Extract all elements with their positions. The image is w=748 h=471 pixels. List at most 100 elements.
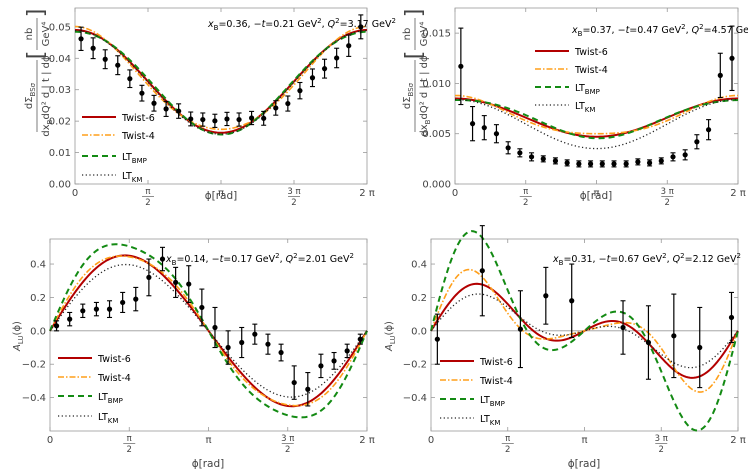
data-point	[309, 75, 316, 81]
y-axis-label: ALU(ϕ)	[12, 321, 25, 352]
legend-label-twist4: Twist-4	[97, 373, 131, 384]
data-point	[552, 158, 559, 164]
data-point	[318, 363, 324, 369]
data-point	[80, 308, 86, 314]
data-point	[540, 156, 546, 162]
x-tick-label: 2 π	[730, 188, 746, 199]
x-tick-label: 2	[145, 198, 150, 208]
x-axis-label: ϕ[rad]	[580, 190, 613, 202]
data-point	[265, 341, 271, 347]
data-point	[587, 161, 594, 167]
series-line-twist6	[454, 97, 739, 138]
y-axis-label: dΣBSσ dxBdQ² d | t | dϕ nb GeV⁴ [ ]	[24, 9, 54, 137]
kinematics-annotation: xB=0.31, −t=0.67 GeV2, Q2=2.12 GeV2	[552, 252, 741, 267]
data-point	[344, 348, 350, 354]
data-point	[331, 358, 337, 364]
series-line-twist4	[49, 255, 368, 407]
plot-frame	[74, 7, 368, 185]
x-tick-label: π	[205, 435, 211, 446]
data-point	[93, 306, 100, 312]
data-point	[728, 314, 735, 321]
legend: Twist-6 Twist-4 LTBMP LTKM	[82, 113, 155, 184]
data-point	[278, 349, 284, 356]
data-point	[199, 304, 205, 311]
y-tick-label: 0.0	[411, 326, 427, 337]
data-point	[697, 344, 703, 351]
y-tick-label: 0.015	[422, 29, 451, 40]
data-point	[528, 154, 535, 160]
data-point	[200, 116, 206, 123]
data-point	[346, 43, 352, 49]
legend-label-ltbmp: LTBMP	[98, 392, 123, 405]
data-point	[321, 66, 328, 72]
data-point	[717, 72, 723, 78]
x-tick-label: 0	[47, 435, 53, 446]
data-point	[729, 55, 735, 61]
legend-label-ltbmp: LTBMP	[122, 152, 147, 165]
series-line-ltbmp	[49, 243, 368, 419]
data-point	[705, 127, 712, 133]
data-point	[239, 339, 245, 346]
data-point	[458, 63, 464, 69]
legend: Twist-6 Twist-4 LTBMP LTKM	[535, 47, 608, 114]
data-point	[493, 131, 500, 137]
data-point	[611, 161, 617, 167]
data-point	[670, 154, 676, 160]
legend-label-twist6: Twist-6	[574, 47, 608, 58]
data-point	[273, 105, 279, 111]
data-point	[564, 160, 570, 166]
y-axis-label-denominator: dxBdQ² d | t | dϕ	[41, 55, 54, 137]
data-point	[576, 161, 582, 167]
x-tick-label: 2	[665, 198, 670, 208]
series-line-twist4	[430, 268, 739, 393]
data-point	[291, 379, 297, 386]
data-point	[599, 161, 605, 167]
data-point	[163, 106, 169, 112]
data-point	[694, 139, 700, 145]
data-point	[671, 333, 677, 339]
y-axis-label: ALU(ϕ)	[384, 321, 397, 352]
x-tick-label: π	[127, 434, 132, 444]
y-tick-label: 0.03	[49, 85, 71, 96]
data-point	[90, 45, 96, 51]
data-point	[78, 36, 84, 42]
kinematics-annotation: xB=0.36, −t=0.21 GeV2, Q2=3.17 GeV2	[207, 17, 396, 32]
data-point	[305, 386, 311, 392]
y-axis-unit-left-bracket: [	[24, 51, 49, 60]
legend-label-ltkm: LTKM	[575, 101, 595, 114]
y-axis-unit-numerator: nb	[402, 28, 413, 41]
y-axis-unit-right-bracket: ]	[402, 9, 427, 18]
legend-label-twist6: Twist-6	[97, 354, 131, 365]
x-axis-label: ϕ[rad]	[192, 458, 225, 470]
y-tick-label: 0.2	[30, 293, 46, 304]
data-point	[212, 118, 218, 124]
y-tick-label: −0.2	[403, 360, 427, 371]
data-point	[212, 324, 218, 331]
x-axis-label: ϕ[rad]	[205, 190, 238, 202]
legend-label-twist4: Twist-4	[479, 376, 513, 387]
data-point	[120, 299, 126, 306]
data-point	[635, 159, 641, 165]
y-axis-unit-denominator: GeV⁴	[41, 22, 52, 47]
series-line-ltkm	[74, 29, 368, 135]
data-point	[646, 160, 653, 166]
legend-label-twist4: Twist-4	[121, 131, 155, 142]
y-tick-label: 0.4	[411, 260, 427, 271]
data-point	[285, 100, 291, 107]
plot-frame	[454, 7, 739, 185]
data-point	[297, 88, 303, 94]
x-tick-label: 2 π	[359, 435, 375, 446]
kinematics-annotation: xB=0.37, −t=0.47 GeV2, Q2=4.57 GeV2	[571, 23, 748, 38]
y-axis-label-numerator: dΣBSσ	[24, 82, 37, 109]
y-tick-label: 0.01	[49, 148, 71, 159]
y-axis-label: dΣBSσ dxBdQ² d | t | dϕ nb GeV⁴ [ ]	[402, 9, 432, 137]
legend: Twist-6 Twist-4 LTBMP LTKM	[58, 354, 131, 425]
x-tick-label: 2	[523, 198, 528, 208]
data-point	[658, 158, 664, 164]
data-point	[106, 306, 113, 312]
data-point	[159, 256, 166, 262]
